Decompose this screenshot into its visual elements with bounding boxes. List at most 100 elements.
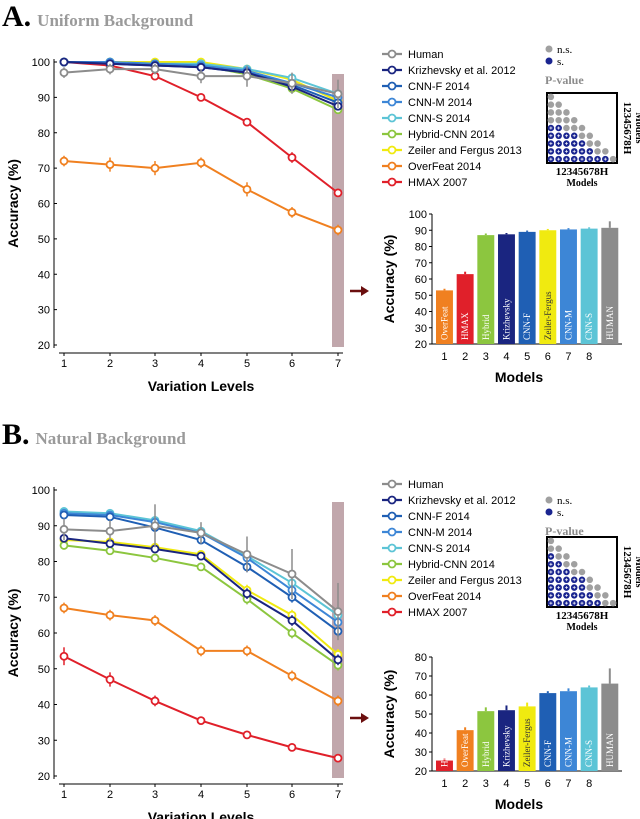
pvalue-cell-mark (557, 126, 561, 130)
panel-a-y-tick-label: 60 (38, 199, 50, 211)
panel-b-bar-y-tick-label: 70 (415, 671, 427, 683)
data-point (287, 569, 297, 579)
data-point (196, 158, 206, 168)
pvalue-cell-mark (580, 142, 584, 146)
bar (436, 760, 453, 771)
panel-b-bar-y-tick-label: 60 (415, 690, 427, 702)
panel-a-title: A. Uniform Background (2, 0, 193, 34)
data-point (287, 78, 297, 88)
panel-a-pvalue-right-axis-label: Models (633, 112, 640, 143)
panel-a-y-tick-label: 20 (38, 340, 50, 352)
pvalue-cell-mark (549, 157, 553, 161)
panel-a-y-tick-label: 100 (32, 57, 50, 69)
bar-label: HUMAN (605, 732, 615, 767)
panel-b-y-tick-label: 20 (38, 771, 50, 783)
pvalue-cell (570, 116, 578, 124)
data-point (59, 68, 69, 78)
panel-b-series-hmax-2007 (59, 647, 343, 763)
legend-marker-icon (387, 527, 397, 537)
pvalue-cell-mark (564, 134, 568, 138)
bar-label: Zeiler-Fergus (543, 291, 553, 340)
panel-b-pvalue-right-axis-label: Models (633, 556, 640, 587)
pvalue-cell-mark (572, 134, 576, 138)
bar-label: Zeiler-Fergus (522, 718, 532, 767)
pvalue-cell-mark (549, 134, 553, 138)
pvalue-cell-mark (549, 586, 553, 590)
pvalue-cell-mark (588, 601, 592, 605)
panel-a-bar-y-tick-label: 30 (415, 323, 427, 335)
pvalue-cell (609, 599, 617, 607)
legend-label: Krizhevsky et al. 2012 (408, 495, 516, 507)
pvalue-cell-mark (564, 570, 568, 574)
bar-label: OverFeat (439, 306, 449, 340)
s-dot-icon (545, 508, 553, 516)
legend-label: Zeiler and Fergus 2013 (408, 145, 522, 157)
bar-label: Krizhevsky (501, 298, 511, 340)
legend-marker-icon (387, 81, 397, 91)
data-point (59, 524, 69, 534)
bar (539, 693, 557, 771)
pvalue-cell-mark (580, 157, 584, 161)
data-point (59, 603, 69, 613)
legend-marker-icon (387, 177, 397, 187)
panel-a-bar-y-tick-label: 20 (415, 339, 427, 351)
panel-b-pvalue-title: P-value (545, 524, 584, 538)
pvalue-cell-mark (588, 149, 592, 153)
pvalue-cell (555, 116, 562, 124)
panel-a-bar-category-label: 7 (565, 351, 571, 363)
bar-label: CNN-M (563, 310, 573, 340)
panel-b-bar-category-label: 4 (503, 778, 509, 790)
pvalue-cell-mark (549, 593, 553, 597)
panel-b-bar-category-label: 3 (483, 778, 489, 790)
pvalue-cell-mark (564, 157, 568, 161)
pvalue-cell-mark (557, 593, 561, 597)
panel-b-y-axis-label: Accuracy (%) (5, 589, 21, 678)
pvalue-cell-mark (549, 554, 553, 558)
legend-label: OverFeat 2014 (408, 161, 481, 173)
pvalue-cell (547, 545, 555, 552)
pvalue-cell (547, 109, 555, 116)
pvalue-cell (555, 109, 562, 116)
panel-b-bar-y-tick-label: 20 (415, 766, 427, 778)
pvalue-cell-mark (564, 142, 568, 146)
data-point (242, 589, 252, 599)
pvalue-cell-mark (572, 586, 576, 590)
panel-b-ns-label: n.s. (557, 495, 573, 507)
bar (498, 710, 515, 771)
panel-b-bar-y-tick-label: 50 (415, 709, 427, 721)
bar-label: OverFeat (460, 733, 470, 767)
data-point (287, 671, 297, 681)
panel-a-y-tick-label: 50 (38, 234, 50, 246)
panel-b-x-tick-label: 5 (244, 789, 250, 801)
panel-b-y-tick-label: 90 (38, 521, 50, 533)
data-point (242, 117, 252, 127)
panel-b-x-tick-label: 2 (107, 789, 113, 801)
panel-b-s-label: s. (557, 507, 564, 519)
pvalue-cell-mark (596, 601, 600, 605)
pvalue-cell-mark (588, 157, 592, 161)
pvalue-cell (609, 155, 617, 163)
bar (518, 231, 536, 344)
legend-marker-icon (387, 591, 397, 601)
data-point (59, 156, 69, 166)
pvalue-cell (594, 584, 601, 591)
pvalue-cell-mark (596, 157, 600, 161)
pvalue-cell-mark (557, 157, 561, 161)
pvalue-cell-mark (572, 578, 576, 582)
panel-b-x-tick-label: 6 (289, 789, 295, 801)
pvalue-cell-mark (557, 570, 561, 574)
data-point (150, 163, 160, 173)
legend-marker-icon (387, 543, 397, 553)
panel-a-x-tick-label: 1 (61, 358, 67, 370)
pvalue-cell-mark (549, 142, 553, 146)
panel-b-letter: B. (2, 418, 30, 451)
panel-b-x-tick-label: 3 (152, 789, 158, 801)
data-point (333, 607, 343, 616)
data-point (287, 207, 297, 217)
legend-marker-icon (387, 511, 397, 521)
panel-b-bar-category-label: 6 (545, 778, 551, 790)
panel-a-x-tick-label: 4 (198, 358, 204, 370)
legend-label: Zeiler and Fergus 2013 (408, 575, 522, 587)
panel-a-x-tick-label: 2 (107, 358, 113, 370)
legend-label: CNN-F 2014 (408, 511, 470, 523)
